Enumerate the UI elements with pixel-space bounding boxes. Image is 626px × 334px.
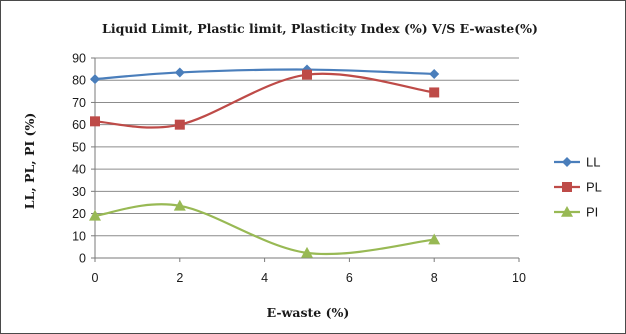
y-tick-label: 20 bbox=[72, 207, 86, 221]
data-point-pi bbox=[89, 209, 101, 221]
y-tick-label: 60 bbox=[72, 118, 86, 132]
data-point-pi bbox=[301, 246, 313, 258]
y-tick-label: 10 bbox=[72, 229, 86, 243]
data-point-ll bbox=[429, 69, 440, 79]
legend-item-pl: PL bbox=[554, 180, 602, 195]
legend-marker-ll bbox=[562, 157, 572, 167]
legend-item-pi: PI bbox=[554, 205, 598, 220]
y-tick-label: 40 bbox=[72, 163, 86, 177]
data-point-pi bbox=[428, 233, 441, 245]
y-axis-label: LL, PL, PI (%) bbox=[22, 113, 37, 209]
legend: LL PL PI bbox=[554, 155, 602, 220]
x-tick-label: 4 bbox=[261, 271, 268, 285]
data-point-pi bbox=[173, 199, 186, 211]
y-tick-label: 90 bbox=[72, 52, 86, 66]
gridlines bbox=[95, 57, 519, 237]
y-tick-label: 70 bbox=[72, 96, 86, 110]
x-axis-label: E-waste (%) bbox=[267, 305, 350, 320]
y-tick-label: 50 bbox=[72, 140, 86, 154]
x-tick-label: 6 bbox=[346, 271, 353, 285]
legend-label-pl: PL bbox=[586, 180, 602, 195]
y-tick-label: 0 bbox=[79, 252, 86, 266]
x-tick-labels: 0 2 4 6 8 10 bbox=[92, 271, 526, 285]
data-point-pl bbox=[174, 119, 185, 130]
y-tick-labels: 0 10 20 30 40 50 60 70 80 90 bbox=[72, 52, 86, 266]
x-tick-label: 0 bbox=[92, 271, 99, 285]
series-line-pi bbox=[94, 203, 435, 256]
x-tick-label: 8 bbox=[431, 271, 438, 285]
legend-marker-pi bbox=[561, 206, 573, 217]
series-pi bbox=[89, 199, 441, 258]
data-point-pl bbox=[429, 87, 440, 98]
legend-label-pi: PI bbox=[586, 205, 598, 220]
x-tick-label: 10 bbox=[512, 271, 526, 285]
series-pl bbox=[90, 69, 440, 130]
chart-title: Liquid Limit, Plastic limit, Plasticity … bbox=[102, 21, 538, 36]
data-point-pl bbox=[90, 116, 100, 127]
data-point-ll bbox=[90, 74, 100, 85]
axes bbox=[91, 57, 520, 262]
y-tick-label: 30 bbox=[72, 185, 86, 199]
legend-marker-pl bbox=[562, 182, 572, 192]
data-point-pl bbox=[302, 69, 312, 80]
x-tick-label: 2 bbox=[176, 271, 183, 285]
series-line-ll bbox=[94, 68, 435, 81]
legend-item-ll: LL bbox=[554, 155, 600, 170]
series-lines bbox=[89, 64, 441, 258]
data-point-ll bbox=[174, 67, 185, 78]
series-line-pl bbox=[94, 72, 435, 129]
y-tick-label: 80 bbox=[72, 74, 86, 88]
legend-label-ll: LL bbox=[586, 155, 600, 170]
